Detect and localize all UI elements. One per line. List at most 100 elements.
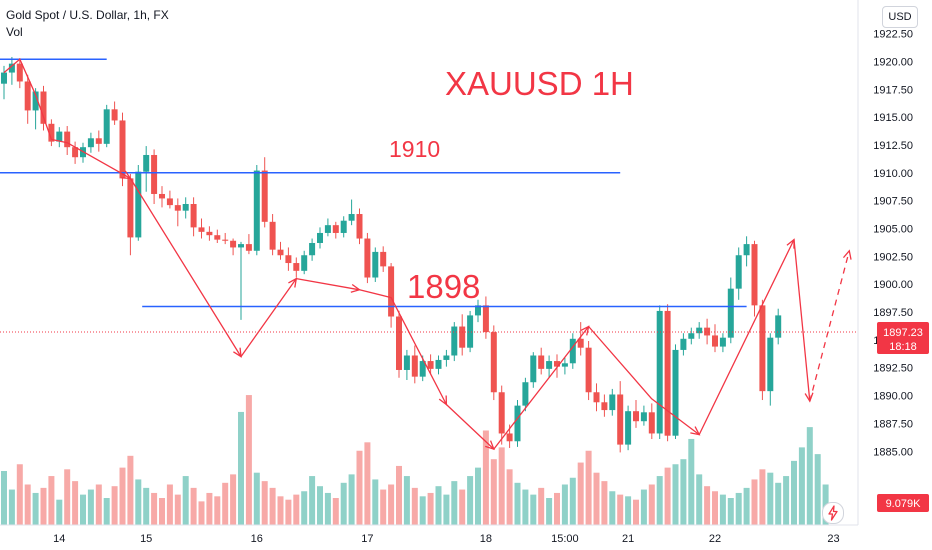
volume-bar	[791, 460, 797, 525]
volume-bar	[87, 489, 94, 525]
volume-bar	[324, 492, 331, 525]
candle-body	[546, 361, 553, 369]
volume-bar	[735, 492, 742, 525]
candle-body	[656, 310, 663, 434]
volume-bar	[475, 467, 481, 525]
last-price-value: 1897.23	[883, 327, 923, 339]
currency-button[interactable]: USD	[882, 6, 918, 28]
candle-body	[324, 225, 331, 233]
price-tick-label: 1892.50	[873, 363, 913, 375]
volume-bar	[443, 494, 450, 525]
candle-body	[640, 412, 647, 422]
candle-body	[348, 214, 355, 221]
volume-bar	[727, 498, 734, 525]
volume-bar	[48, 476, 55, 525]
candle-body	[87, 138, 94, 148]
candle-body	[490, 332, 497, 393]
volume-value: 9.079K	[886, 498, 922, 510]
time-axis[interactable]: 14 15 16 17 18 15:00 21 22 23	[53, 533, 839, 545]
price-tick-label: 1900.00	[873, 279, 913, 291]
volume-bar	[767, 472, 774, 525]
volume-bar	[301, 491, 308, 525]
candle-body	[16, 63, 23, 82]
symbol-title[interactable]: Gold Spot / U.S. Dollar, 1h, FX	[6, 8, 169, 22]
candle-body	[48, 123, 55, 142]
time-tick-label: 23	[827, 533, 839, 545]
price-axis[interactable]: 1922.50 1920.00 1917.50 1915.00 1912.50 1910.…	[873, 29, 913, 459]
volume-bar	[206, 492, 213, 525]
candle-body	[585, 347, 592, 393]
candle-body	[309, 242, 316, 256]
forecast-arrowhead	[842, 249, 852, 260]
volume-bar	[633, 499, 639, 525]
volume-indicator-label[interactable]: Vol	[6, 25, 23, 39]
volume-bar	[214, 496, 221, 525]
volume-bar	[222, 482, 229, 525]
volume-bar	[648, 484, 655, 525]
volume-bar	[24, 484, 31, 525]
arrowhead	[580, 325, 590, 336]
candle-body	[372, 251, 379, 278]
candle-body	[443, 355, 450, 360]
volume-bar	[309, 476, 316, 525]
candle-body	[119, 120, 126, 179]
candle-body	[617, 394, 624, 445]
arrowhead	[288, 277, 298, 288]
trend-drawings	[3, 58, 852, 451]
price-tick-label: 1915.00	[873, 112, 913, 124]
candle-body	[143, 154, 150, 172]
volume-bar	[1, 471, 7, 525]
candle-body	[135, 171, 142, 238]
candle-body	[238, 244, 244, 248]
candle-body	[230, 240, 237, 248]
candle-body	[735, 255, 742, 289]
candle-body	[214, 235, 221, 240]
chart-title-annotation: XAUUSD 1H	[445, 65, 634, 102]
candle-body	[648, 412, 655, 434]
candle-body	[190, 204, 197, 228]
volume-bar	[640, 489, 647, 525]
volume-bar	[759, 469, 766, 525]
volume-bar	[388, 484, 395, 525]
time-tick-label: 16	[251, 533, 263, 545]
time-tick-label: 21	[622, 533, 634, 545]
candle-body	[24, 81, 31, 111]
candle-body	[759, 305, 766, 392]
volume-bar	[806, 427, 813, 525]
volume-bar	[467, 476, 474, 525]
volume-bar	[798, 447, 805, 525]
volume-bar	[814, 454, 821, 525]
arrowhead	[804, 392, 814, 403]
volume-bar	[427, 492, 434, 525]
candle-body	[451, 326, 458, 356]
volume-bar	[380, 489, 387, 525]
volume-bar	[32, 492, 39, 525]
price-tick-label: 1885.00	[873, 446, 913, 458]
arrowhead	[690, 426, 701, 436]
candle-body	[704, 327, 711, 336]
price-tick-label: 1905.00	[873, 224, 913, 236]
volume-bar	[103, 498, 110, 525]
volume-bar	[688, 438, 695, 525]
volume-bar	[182, 476, 189, 525]
volume-bar	[522, 489, 529, 525]
volume-bar	[253, 472, 260, 525]
candle-body	[301, 255, 308, 271]
volume-bar	[119, 467, 126, 525]
candle-body	[672, 349, 679, 436]
volume-bar	[514, 482, 521, 525]
zigzag-path	[3, 58, 811, 450]
time-tick-label: 17	[361, 533, 373, 545]
volume-bar	[16, 464, 23, 525]
candle-body	[719, 337, 726, 347]
bar-countdown: 18:18	[889, 341, 917, 353]
volume-bar	[151, 492, 158, 525]
price-tick-label: 1907.50	[873, 196, 913, 208]
candle-body	[364, 238, 371, 278]
alert-button[interactable]	[822, 502, 844, 524]
candle-body	[8, 63, 15, 73]
volume-bar	[166, 484, 173, 525]
candle-body	[609, 394, 616, 411]
volume-bar	[419, 496, 426, 525]
